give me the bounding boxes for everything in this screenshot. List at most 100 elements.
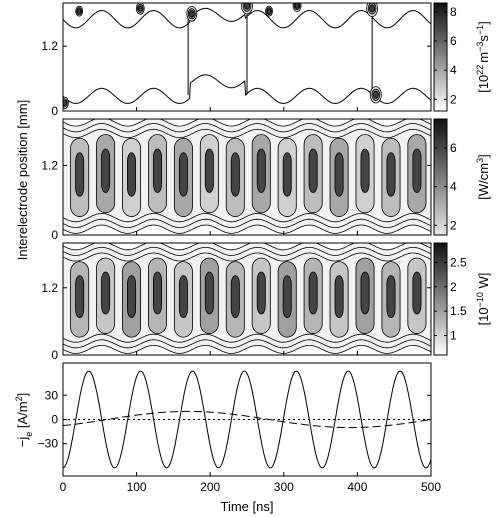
power-band-core — [256, 148, 266, 193]
power-band-core — [152, 148, 162, 193]
power-band-core — [308, 271, 318, 315]
panel-2-yticks: 01.2 — [41, 158, 431, 242]
power-band-core — [386, 275, 396, 319]
xtick-label: 0 — [60, 480, 67, 494]
shared-y-label: Interelectrode position [mm] — [15, 100, 30, 260]
colorbar-tick-label: 2 — [450, 92, 457, 106]
power-band-core — [282, 275, 292, 319]
ytick-label: 0 — [51, 413, 58, 427]
panel-4-lines — [63, 370, 431, 469]
xtick-label: 300 — [274, 480, 294, 494]
ytick-label: 1.2 — [41, 281, 58, 295]
colorbar-tick-label: 2 — [450, 218, 457, 232]
colorbar-3: 2.5 2 1.5 1 [10−10 W] — [433, 242, 491, 356]
power-band-core — [75, 275, 85, 319]
panel-4-ylabel: −je [A/m2] — [14, 393, 34, 447]
colorbar-1-ticks: 8 6 4 2 — [434, 5, 457, 106]
panel-1-contours — [63, 3, 431, 110]
colorbar-1-bar — [433, 2, 448, 112]
colorbar-2-ticks: 6 4 2 — [434, 141, 457, 232]
ytick-label: 30 — [45, 388, 59, 402]
panel-3: 01.2 — [41, 242, 432, 362]
ytick-label: 0 — [51, 348, 58, 362]
panel-1-yticks: 01.2 — [41, 39, 431, 118]
power-band-core — [334, 152, 344, 197]
xtick-label: 100 — [127, 480, 147, 494]
power-band-core — [412, 148, 422, 193]
power-band-core — [178, 275, 188, 319]
ionization-burst — [76, 8, 82, 14]
colorbar-tick-label: 1.5 — [450, 304, 467, 318]
power-band-core — [127, 275, 137, 319]
power-band-core — [204, 271, 214, 315]
colorbar-tick-label: 1 — [450, 329, 457, 343]
panel-4-yticks: 30 0 −30 — [38, 388, 431, 451]
colorbar-2-bar — [433, 118, 448, 236]
colorbar-tick-label: 2.5 — [450, 255, 467, 269]
panel-2-contours — [63, 119, 431, 234]
power-band-core — [360, 271, 370, 315]
power-band-core — [282, 152, 292, 197]
power-band-core — [178, 152, 188, 197]
xtick-label: 500 — [421, 480, 441, 494]
ytick-label: −30 — [38, 437, 59, 451]
power-band-core — [256, 271, 266, 315]
colorbar-3-label: [10−10 W] — [475, 273, 491, 326]
ytick-label: 0 — [51, 104, 58, 118]
ionization-burst — [294, 3, 300, 9]
panel-3-yticks: 01.2 — [41, 281, 431, 362]
envelope-contour — [63, 247, 431, 349]
colorbar-tick-label: 4 — [450, 180, 457, 194]
colorbar-2-label: [W/cm3] — [475, 154, 491, 199]
panel-3-contours — [63, 243, 431, 354]
xtick-label: 400 — [347, 480, 367, 494]
envelope-contour — [63, 128, 431, 223]
panel-1: 01.2 — [41, 2, 432, 118]
power-band-core — [101, 271, 111, 315]
colorbar-1: 8 6 4 2 [1022m−3s−1] — [433, 2, 491, 112]
panel-2-frame — [62, 118, 432, 236]
power-band-core — [101, 148, 111, 193]
envelope-contour — [63, 123, 431, 229]
x-axis-ticks: 0 100 200 300 400 500 — [60, 107, 441, 494]
colorbar-1-label: [1022m−3s−1] — [475, 21, 491, 93]
ionization-burst — [372, 90, 379, 99]
x-axis-label: Time [ns] — [221, 499, 274, 514]
ionization-burst — [137, 5, 143, 12]
ytick-label: 1.2 — [41, 39, 58, 53]
ionization-burst — [63, 99, 67, 106]
current-series-solid — [63, 370, 431, 469]
power-band-core — [334, 275, 344, 319]
ionization-burst — [189, 10, 195, 18]
power-band-core — [360, 148, 370, 193]
envelope-contour — [63, 252, 431, 343]
colorbar-3-ticks: 2.5 2 1.5 1 — [434, 255, 467, 343]
power-band-core — [127, 152, 137, 197]
colorbar-3-bar — [433, 242, 448, 356]
colorbar-tick-label: 8 — [450, 5, 457, 19]
power-band-core — [386, 152, 396, 197]
power-band-core — [204, 148, 214, 193]
power-band-core — [308, 148, 318, 193]
power-band-core — [412, 271, 422, 315]
power-band-core — [230, 152, 240, 197]
colorbar-tick-label: 4 — [450, 63, 457, 77]
xtick-label: 200 — [200, 480, 220, 494]
colorbar-tick-label: 6 — [450, 141, 457, 155]
ionization-burst — [244, 3, 250, 10]
power-band-core — [152, 271, 162, 315]
power-band-core — [230, 275, 240, 319]
ionization-burst — [369, 4, 376, 13]
panel-1-frame — [62, 2, 432, 112]
colorbar-tick-label: 2 — [450, 280, 457, 294]
colorbar-2: 6 4 2 [W/cm3] — [433, 118, 491, 236]
current-series-dashed — [63, 410, 431, 429]
ionization-burst — [266, 8, 272, 14]
ytick-label: 0 — [51, 228, 58, 242]
colorbar-tick-label: 6 — [450, 34, 457, 48]
panel-4: 300−30 0 100 200 300 400 500 — [38, 107, 441, 494]
ytick-label: 1.2 — [41, 158, 58, 172]
power-band-core — [75, 152, 85, 197]
panel-2: 01.2 — [41, 118, 432, 242]
